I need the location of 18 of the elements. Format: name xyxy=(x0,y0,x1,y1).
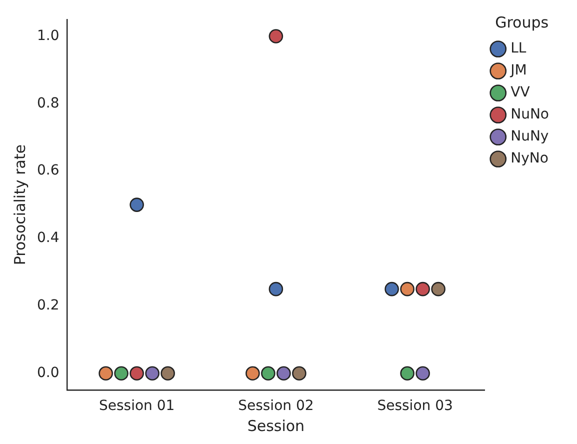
y-axis-title: Prosociality rate xyxy=(10,144,29,266)
legend-label: NuNy xyxy=(510,128,549,145)
legend-label: JM xyxy=(510,62,527,79)
legend-label: VV xyxy=(510,84,530,101)
y-tick-label: 0.4 xyxy=(37,230,60,246)
y-tick-label: 0.6 xyxy=(37,162,60,179)
legend-label: NyNo xyxy=(510,150,548,167)
x-axis-title: Session xyxy=(247,416,305,435)
legend-title: Groups xyxy=(495,13,549,32)
x-tick-label: Session 01 xyxy=(98,398,175,414)
y-tick-label: 0.2 xyxy=(37,298,60,314)
legend-label: LL xyxy=(510,40,526,57)
x-tick-label: Session 03 xyxy=(377,398,453,414)
y-tick-label: 0.8 xyxy=(37,95,60,112)
legend-label: NuNo xyxy=(510,106,550,123)
y-tick-label: 1.0 xyxy=(37,28,60,44)
y-tick-label: 0.0 xyxy=(37,364,60,381)
x-tick-label: Session 02 xyxy=(238,398,314,414)
